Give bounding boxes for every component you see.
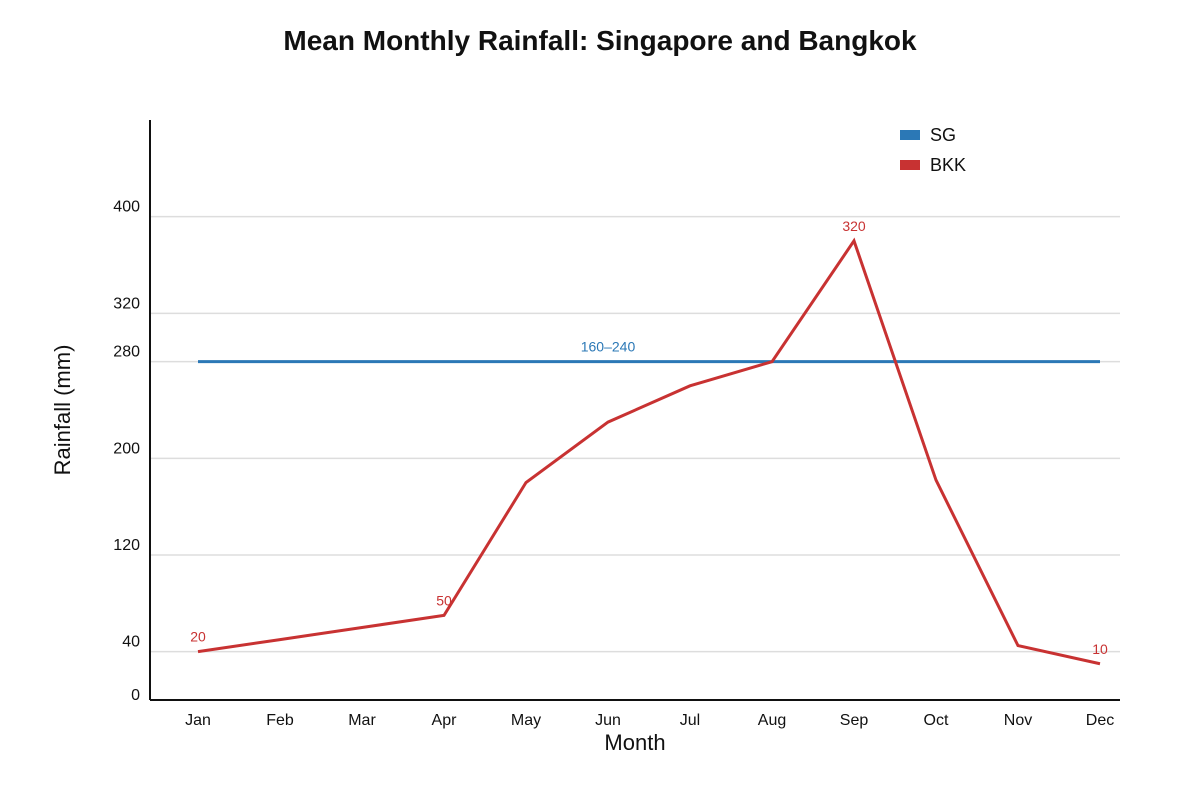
x-tick-label: Jan xyxy=(185,712,211,729)
legend: SG BKK xyxy=(900,125,966,175)
x-tick-label: May xyxy=(511,712,541,729)
data-label: 10 xyxy=(1092,641,1108,657)
series-line-bkk xyxy=(197,237,1101,666)
y-tick-label: 280 xyxy=(113,344,140,361)
data-labels: 160–240 20 50 320 10 xyxy=(190,218,1108,657)
x-tick-label: Jul xyxy=(680,712,700,729)
chart-title: Mean Monthly Rainfall: Singapore and Ban… xyxy=(283,25,917,56)
legend-label: SG xyxy=(930,125,956,145)
y-tick-label: 400 xyxy=(113,199,140,216)
x-tick-label: Jun xyxy=(595,712,621,729)
y-tick-label: 200 xyxy=(113,440,140,457)
x-tick-label: Apr xyxy=(432,712,458,729)
data-label: 320 xyxy=(842,218,866,234)
x-tick-label: Dec xyxy=(1086,712,1114,729)
legend-swatch-sg xyxy=(900,130,920,140)
series-lines xyxy=(197,237,1101,666)
y-tick-label: 120 xyxy=(113,537,140,554)
y-tick-label: 40 xyxy=(122,634,140,651)
x-axis-title: Month xyxy=(604,730,665,755)
legend-swatch-bkk xyxy=(900,160,920,170)
x-tick-label: Feb xyxy=(266,712,294,729)
x-tick-label: Nov xyxy=(1004,712,1032,729)
x-tick-label: Aug xyxy=(758,712,786,729)
data-label: 20 xyxy=(190,629,206,645)
legend-label: BKK xyxy=(930,155,966,175)
data-label: 160–240 xyxy=(581,339,636,355)
x-tick-labels: Jan Feb Mar Apr May Jun Jul Aug Sep Oct Nov Dec xyxy=(185,712,1114,729)
data-label: 50 xyxy=(436,592,452,608)
y-tick-label: 0 xyxy=(131,687,140,704)
y-axis-title: Rainfall (mm) xyxy=(50,345,75,476)
y-tick-labels: 0 40 120 200 280 320 400 xyxy=(113,199,140,704)
grid-lines xyxy=(150,215,1120,653)
y-tick-label: 320 xyxy=(113,295,140,312)
x-tick-label: Sep xyxy=(840,712,869,729)
x-tick-label: Oct xyxy=(924,712,949,729)
x-tick-label: Mar xyxy=(348,712,376,729)
